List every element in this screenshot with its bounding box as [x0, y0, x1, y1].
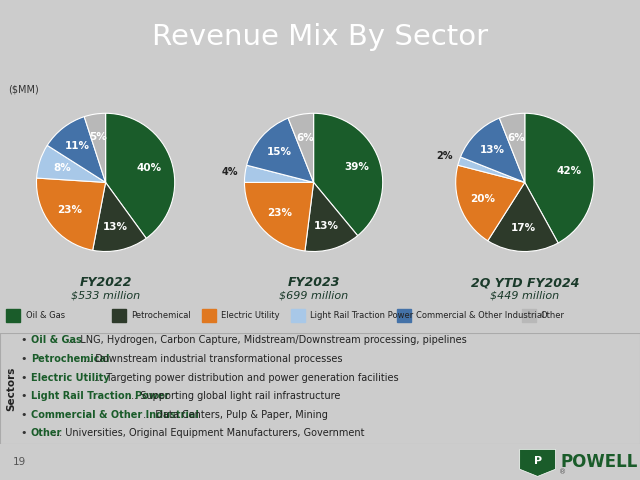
Text: Oil & Gas: Oil & Gas: [31, 336, 81, 346]
Text: Electric Utility: Electric Utility: [31, 372, 109, 383]
Wedge shape: [461, 118, 525, 182]
Text: FY2023: FY2023: [287, 276, 340, 289]
Text: •: •: [20, 409, 27, 420]
Text: ($MM): ($MM): [8, 84, 38, 94]
Wedge shape: [36, 145, 106, 182]
Text: 39%: 39%: [344, 162, 369, 172]
Text: •: •: [20, 391, 27, 401]
Text: Electric Utility: Electric Utility: [221, 311, 280, 320]
Polygon shape: [520, 449, 556, 476]
Text: Commercial & Other Industrial: Commercial & Other Industrial: [416, 311, 545, 320]
Wedge shape: [36, 178, 106, 250]
Text: 13%: 13%: [480, 145, 505, 155]
Wedge shape: [458, 157, 525, 182]
Wedge shape: [488, 182, 558, 252]
Bar: [522, 309, 536, 322]
Text: 23%: 23%: [267, 207, 292, 217]
Text: •: •: [20, 372, 27, 383]
Text: 42%: 42%: [556, 166, 582, 176]
Wedge shape: [93, 182, 146, 252]
Text: 15%: 15%: [267, 147, 292, 157]
Text: 17%: 17%: [511, 223, 536, 233]
Text: ... Targeting power distribution and power generation facilities: ... Targeting power distribution and pow…: [91, 372, 399, 383]
Text: ... LNG, Hydrogen, Carbon Capture, Midstream/Downstream processing, pipelines: ... LNG, Hydrogen, Carbon Capture, Midst…: [65, 336, 467, 346]
Wedge shape: [456, 165, 525, 241]
Text: ... Data Centers, Pulp & Paper, Mining: ... Data Centers, Pulp & Paper, Mining: [140, 409, 328, 420]
Text: •: •: [20, 354, 27, 364]
Text: FY2022: FY2022: [79, 276, 132, 289]
Text: 13%: 13%: [103, 222, 128, 232]
Wedge shape: [244, 182, 314, 251]
Text: Revenue Mix By Sector: Revenue Mix By Sector: [152, 23, 488, 51]
Text: 8%: 8%: [53, 163, 71, 173]
Text: Light Rail Traction Power: Light Rail Traction Power: [31, 391, 169, 401]
Text: Commercial & Other Industrial: Commercial & Other Industrial: [31, 409, 198, 420]
Text: ®: ®: [559, 469, 566, 475]
Text: 4%: 4%: [221, 167, 238, 177]
Text: 6%: 6%: [296, 132, 314, 143]
Text: •: •: [20, 336, 27, 346]
Text: ... Supporting global light rail infrastructure: ... Supporting global light rail infrast…: [125, 391, 340, 401]
Bar: [112, 309, 126, 322]
Text: Petrochemical: Petrochemical: [131, 311, 191, 320]
Wedge shape: [305, 182, 358, 252]
Text: Light Rail Traction Power: Light Rail Traction Power: [310, 311, 413, 320]
Text: 40%: 40%: [136, 163, 161, 173]
Text: ... Universities, Original Equipment Manufacturers, Government: ... Universities, Original Equipment Man…: [50, 428, 364, 438]
Text: Sectors: Sectors: [6, 366, 16, 410]
Wedge shape: [499, 113, 525, 182]
Text: $449 million: $449 million: [490, 290, 559, 300]
Text: Oil & Gas: Oil & Gas: [26, 311, 65, 320]
Text: 5%: 5%: [90, 132, 108, 143]
Wedge shape: [525, 113, 594, 243]
Text: POWELL: POWELL: [560, 453, 637, 471]
Text: P: P: [534, 456, 541, 466]
Text: Other: Other: [31, 428, 62, 438]
Text: 23%: 23%: [57, 205, 82, 216]
Wedge shape: [314, 113, 383, 236]
Wedge shape: [106, 113, 175, 238]
Wedge shape: [47, 117, 106, 182]
Text: 20%: 20%: [470, 194, 495, 204]
Text: 19: 19: [13, 457, 26, 467]
Wedge shape: [244, 165, 314, 182]
Text: $699 million: $699 million: [279, 290, 348, 300]
Text: Petrochemical: Petrochemical: [31, 354, 109, 364]
Wedge shape: [84, 113, 106, 182]
Bar: [291, 309, 305, 322]
Text: Other: Other: [541, 311, 564, 320]
Wedge shape: [288, 113, 314, 182]
Text: 13%: 13%: [314, 221, 339, 231]
Text: $533 million: $533 million: [71, 290, 140, 300]
Bar: [6, 309, 20, 322]
Text: •: •: [20, 428, 27, 438]
Text: 2%: 2%: [436, 151, 453, 161]
Wedge shape: [246, 118, 314, 182]
Bar: [202, 309, 216, 322]
Text: 11%: 11%: [65, 141, 90, 151]
Text: ... Downstream industrial transformational processes: ... Downstream industrial transformation…: [80, 354, 342, 364]
Bar: [397, 309, 411, 322]
Text: 6%: 6%: [508, 132, 525, 143]
Text: 2Q YTD FY2024: 2Q YTD FY2024: [470, 276, 579, 289]
